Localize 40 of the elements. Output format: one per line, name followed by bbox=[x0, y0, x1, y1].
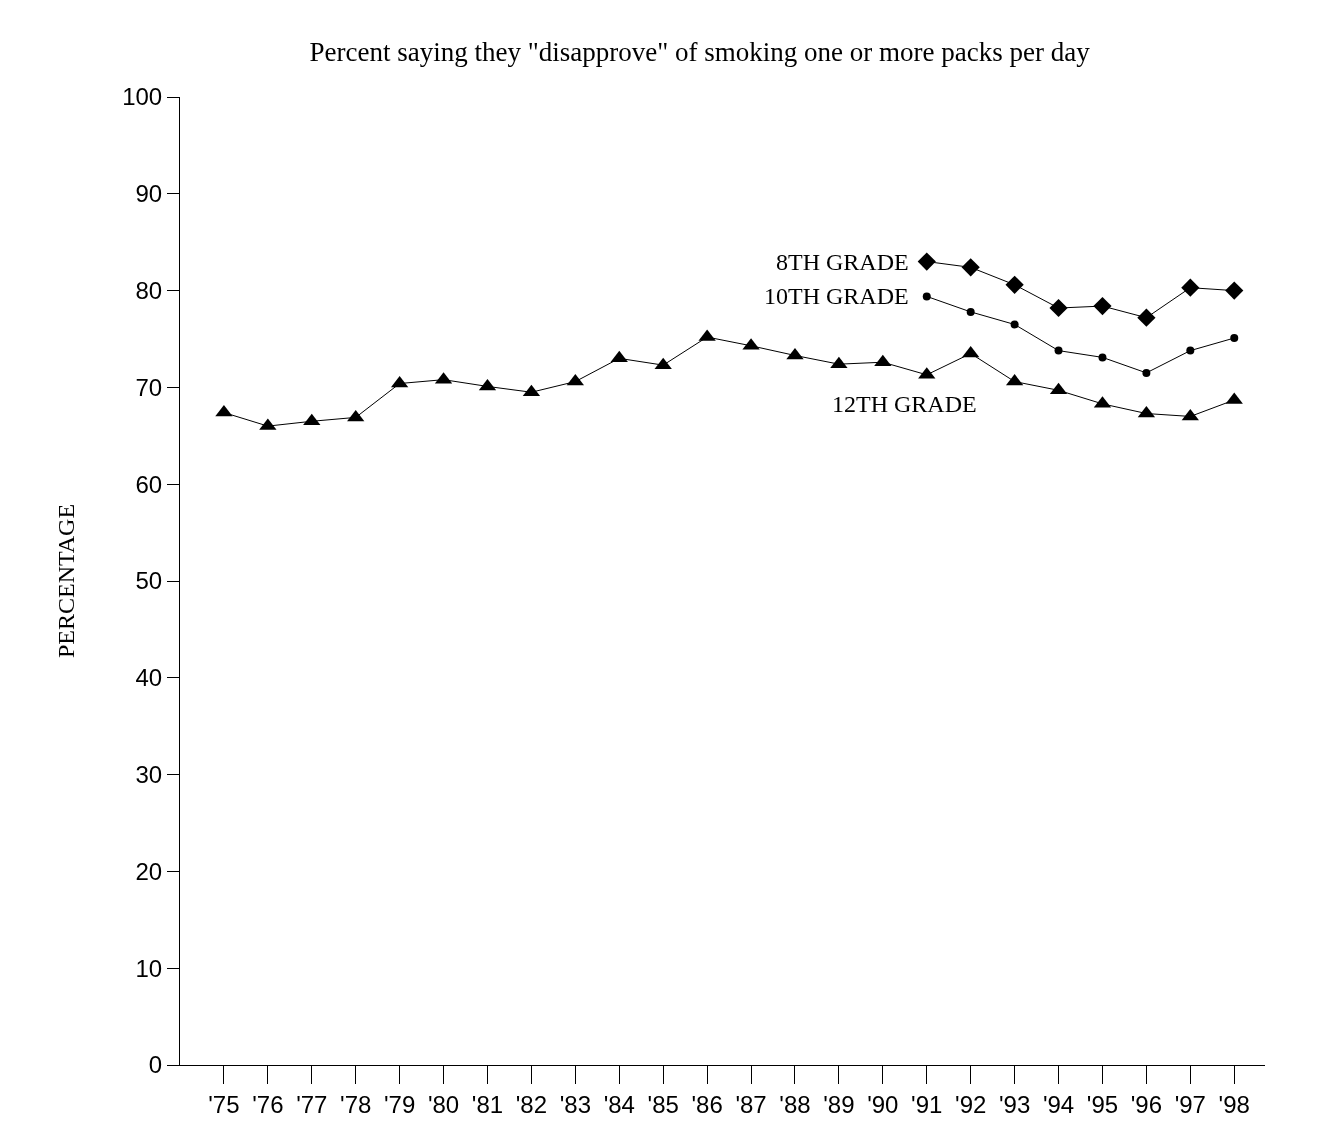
x-tick-label: '78 bbox=[340, 1090, 372, 1118]
y-tick-label: 80 bbox=[135, 277, 163, 304]
x-tick-label: '85 bbox=[647, 1090, 679, 1118]
y-tick-label: 90 bbox=[135, 180, 163, 208]
y-tick-label: 10 bbox=[135, 954, 163, 982]
x-tick-label: '87 bbox=[735, 1090, 767, 1118]
x-tick-label: '97 bbox=[1174, 1090, 1206, 1118]
x-tick-label: '91 bbox=[911, 1090, 943, 1118]
series-label: 10TH GRADE bbox=[764, 283, 909, 309]
y-tick-label: 40 bbox=[135, 664, 163, 692]
x-tick-label: '79 bbox=[384, 1090, 416, 1118]
y-tick-label: 50 bbox=[135, 567, 163, 595]
series-label: 8TH GRADE bbox=[776, 249, 909, 275]
x-tick-label: '89 bbox=[823, 1090, 855, 1118]
x-tick-label: '81 bbox=[471, 1090, 504, 1118]
x-tick-label: '94 bbox=[1042, 1090, 1075, 1118]
x-tick-label: '82 bbox=[515, 1090, 548, 1118]
y-tick-label: 70 bbox=[135, 373, 163, 401]
x-tick-label: '80 bbox=[427, 1090, 460, 1118]
x-tick-label: '88 bbox=[779, 1090, 811, 1118]
x-tick-label: '75 bbox=[208, 1090, 240, 1118]
y-axis-title: PERCENTAGE bbox=[53, 503, 80, 659]
x-tick-label: '95 bbox=[1086, 1090, 1119, 1118]
x-tick-label: '84 bbox=[603, 1090, 635, 1118]
y-tick-label: 20 bbox=[135, 857, 163, 885]
x-tick-label: '92 bbox=[955, 1090, 987, 1118]
x-tick-label: '76 bbox=[252, 1090, 284, 1118]
series-label: 12TH GRADE bbox=[832, 391, 977, 417]
x-tick-label: '98 bbox=[1218, 1090, 1250, 1118]
x-tick-label: '86 bbox=[691, 1090, 723, 1118]
x-tick-label: '90 bbox=[867, 1090, 899, 1118]
x-tick-label: '83 bbox=[559, 1090, 591, 1118]
chart-title: Percent saying they "disapprove" of smoking one or more packs per day bbox=[309, 36, 1091, 67]
y-tick-label: 60 bbox=[135, 470, 163, 498]
y-tick-label: 30 bbox=[135, 761, 163, 788]
x-tick-label: '93 bbox=[998, 1090, 1031, 1118]
x-tick-label: '77 bbox=[296, 1090, 328, 1118]
y-tick-label: 0 bbox=[148, 1051, 163, 1079]
y-tick-label: 100 bbox=[122, 83, 163, 111]
x-tick-label: '96 bbox=[1130, 1090, 1163, 1118]
